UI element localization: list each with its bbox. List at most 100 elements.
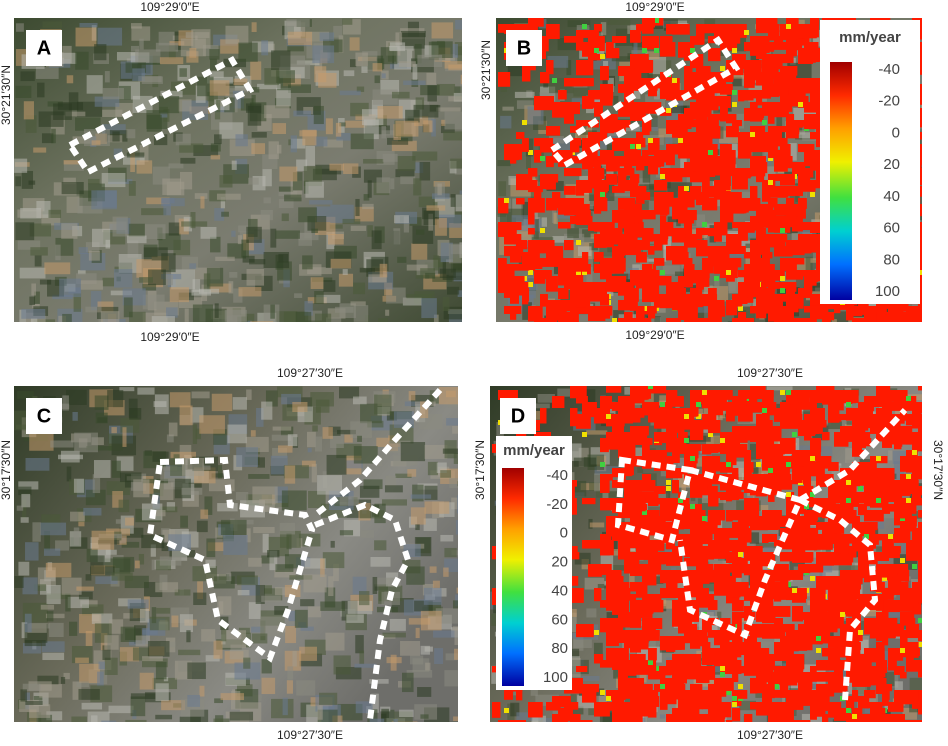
texture-patch (423, 587, 442, 605)
texture-patch (921, 206, 922, 221)
texture-patch (250, 61, 262, 80)
texture-patch (598, 689, 607, 707)
texture-patch (372, 89, 398, 105)
deformation-pixel (810, 132, 827, 140)
texture-patch (267, 550, 280, 558)
texture-patch (203, 273, 211, 293)
texture-patch (44, 262, 71, 275)
texture-patch (100, 311, 120, 322)
texture-patch (355, 52, 368, 67)
deformation-pixel (702, 486, 718, 496)
texture-patch (142, 629, 158, 635)
texture-patch (308, 490, 326, 509)
texture-patch (397, 256, 407, 263)
texture-patch (213, 640, 223, 659)
texture-patch (286, 680, 293, 694)
texture-patch (577, 246, 592, 257)
texture-patch (15, 85, 32, 98)
texture-patch (339, 90, 361, 96)
texture-patch (355, 198, 360, 217)
deformation-pixel (744, 60, 758, 69)
texture-patch (233, 288, 243, 303)
texture-patch (95, 576, 118, 585)
deformation-pixel (708, 252, 728, 267)
texture-patch (55, 540, 70, 551)
deformation-pixel (564, 114, 574, 124)
deformation-pixel (570, 420, 589, 427)
deformation-pixel (600, 198, 608, 212)
texture-patch (280, 426, 294, 436)
texture-patch (210, 143, 221, 152)
deformation-pixel (786, 30, 797, 44)
deformation-pixel (618, 66, 631, 76)
texture-patch (294, 609, 308, 628)
texture-patch (138, 553, 145, 565)
texture-patch (83, 507, 102, 516)
texture-patch (766, 386, 793, 391)
texture-patch (406, 669, 433, 678)
texture-patch (77, 270, 86, 275)
texture-patch (389, 42, 406, 52)
deformation-pixel (552, 78, 557, 83)
texture-patch (729, 72, 751, 79)
texture-patch (94, 44, 107, 61)
deformation-pixel (642, 210, 656, 220)
texture-patch (125, 719, 147, 722)
deformation-pixel (774, 540, 781, 547)
deformation-pixel (606, 48, 620, 59)
deformation-pixel (750, 132, 755, 137)
texture-patch (324, 587, 336, 608)
deformation-pixel (858, 660, 869, 676)
deformation-pixel (774, 246, 793, 257)
texture-patch (91, 140, 101, 146)
texture-patch (382, 632, 406, 638)
deformation-pixel (756, 306, 767, 319)
deformation-pixel (522, 180, 538, 187)
deformation-pixel (738, 294, 748, 304)
texture-patch (102, 109, 123, 118)
deformation-pixel (696, 168, 707, 175)
deformation-pixel (516, 132, 525, 139)
texture-patch (319, 32, 335, 42)
texture-patch (82, 604, 104, 616)
texture-patch (85, 630, 93, 647)
deformation-pixel (924, 264, 943, 276)
texture-patch (91, 190, 117, 210)
texture-patch (41, 133, 54, 144)
texture-patch (46, 584, 61, 605)
deformation-pixel (612, 144, 627, 151)
texture-patch (115, 519, 122, 524)
texture-patch (63, 672, 70, 680)
deformation-pixel (732, 222, 752, 229)
deformation-pixel (690, 174, 706, 183)
deformation-pixel (690, 108, 703, 120)
deformation-pixel (528, 306, 543, 322)
texture-patch (576, 25, 590, 35)
texture-patch (342, 18, 353, 25)
texture-patch (159, 57, 184, 65)
deformation-pixel (780, 174, 795, 186)
deformation-pixel (810, 18, 820, 26)
texture-patch (296, 557, 311, 567)
texture-patch (385, 475, 397, 487)
deformation-pixel (858, 522, 878, 531)
deformation-pixel (804, 180, 821, 189)
deformation-pixel (732, 102, 737, 107)
deformation-pixel (762, 132, 782, 146)
deformation-pixel (678, 138, 685, 150)
deformation-pixel (768, 282, 788, 289)
deformation-pixel (738, 228, 748, 241)
texture-patch (420, 610, 442, 631)
texture-patch (288, 84, 311, 93)
texture-patch (670, 105, 687, 114)
texture-patch (339, 496, 359, 506)
texture-patch (415, 229, 425, 235)
deformation-pixel (516, 324, 532, 334)
texture-patch (142, 656, 163, 662)
texture-patch (514, 91, 535, 98)
texture-patch (594, 466, 619, 475)
deformation-pixel (642, 150, 649, 160)
deformation-pixel (756, 174, 764, 183)
texture-patch (424, 501, 450, 514)
deformation-pixel (624, 312, 631, 322)
